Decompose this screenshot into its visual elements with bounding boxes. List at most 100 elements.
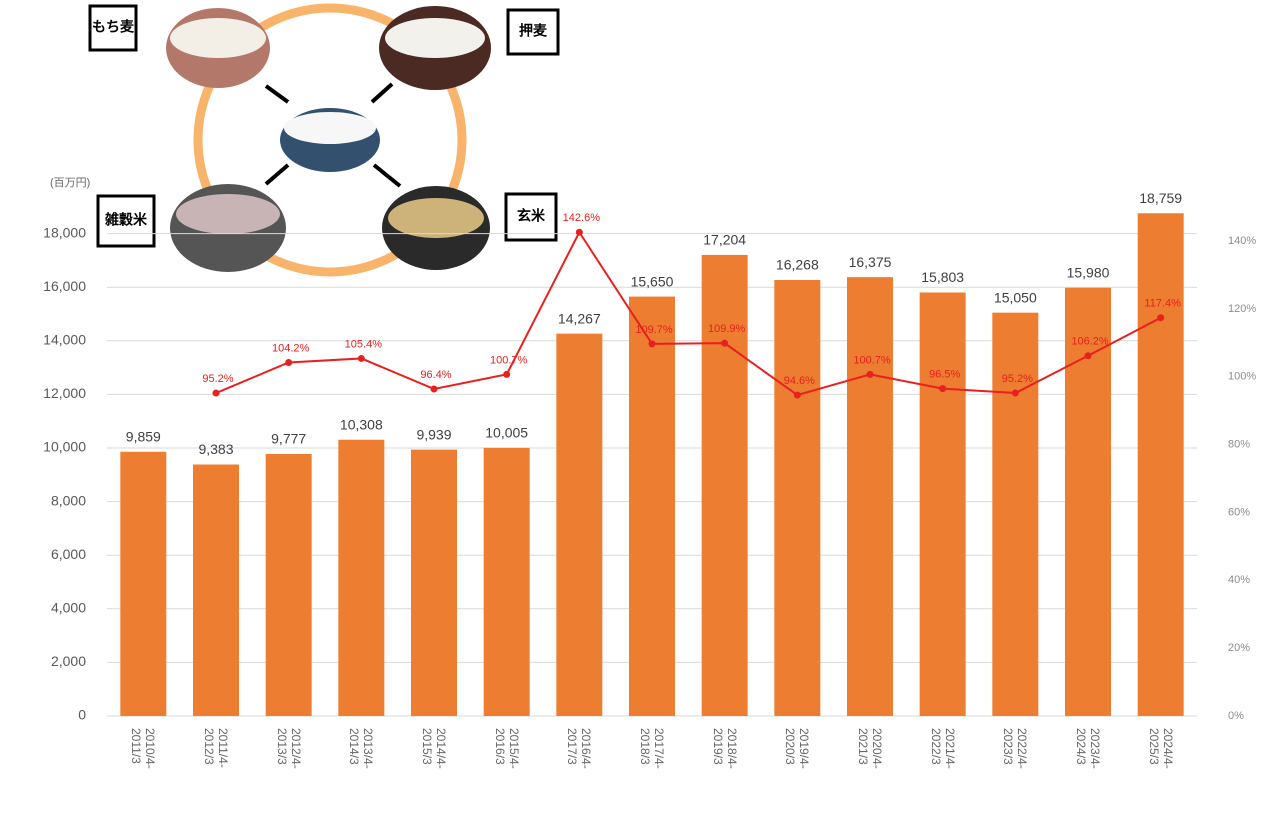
x-tick-label: 2013/4-2014/3 xyxy=(347,728,376,769)
line-point xyxy=(793,391,801,399)
x-tick-label: 2020/4-2021/3 xyxy=(856,728,884,769)
bar xyxy=(701,254,748,716)
line-value-label: 96.5% xyxy=(929,369,960,381)
rice xyxy=(388,198,484,238)
line-value-label: 109.7% xyxy=(635,324,673,336)
line-value-label: 100.7% xyxy=(490,354,528,366)
bar-value-label: 9,777 xyxy=(271,431,306,447)
y2-tick-label: 60% xyxy=(1228,506,1250,518)
annotation: 押麦 xyxy=(519,23,548,39)
y-tick-label: 12,000 xyxy=(43,385,86,401)
bar xyxy=(629,296,675,716)
y-tick-label: 2,000 xyxy=(51,653,86,669)
line xyxy=(215,230,1162,397)
y-tick-label: 0 xyxy=(78,707,86,723)
bar-value-label: 16,268 xyxy=(776,257,819,273)
line-point xyxy=(357,354,365,362)
bar xyxy=(411,449,457,716)
bar xyxy=(338,439,385,716)
rice xyxy=(284,112,376,144)
y-tick-label: 6,000 xyxy=(51,546,86,562)
annotation: 玄米 xyxy=(517,208,546,224)
illustration: もち麦 押麦 雑穀米 玄米 xyxy=(88,3,560,277)
line-value-label: 104.2% xyxy=(272,342,310,354)
x-tick-label: 2024/4-2025/3 xyxy=(1146,728,1175,769)
bar-value-label: 15,803 xyxy=(921,269,964,285)
x-tick-label: 2018/4-2019/3 xyxy=(710,728,739,769)
label-box xyxy=(88,4,138,52)
line-point xyxy=(212,389,220,397)
line-point xyxy=(721,339,729,347)
y-tick-label: 14,000 xyxy=(43,332,86,348)
y-tick-label: 8,000 xyxy=(51,492,86,508)
bar xyxy=(847,277,893,716)
x-tick-label: 2010/4-2011/3 xyxy=(129,728,158,769)
line-value-label: 109.9% xyxy=(708,323,746,335)
line-point xyxy=(503,370,511,378)
bar-value-label: 10,308 xyxy=(340,416,383,432)
bar-value-label: 15,650 xyxy=(631,273,674,289)
line-value-label: 106.2% xyxy=(1071,336,1109,348)
x-tick-label: 2015/4-2016/3 xyxy=(492,728,521,769)
x-tick-label: 2012/4-2013/3 xyxy=(274,728,303,769)
x-tick-label: 2019/4-2020/3 xyxy=(783,728,812,769)
x-tick-label: 2016/4-2017/3 xyxy=(565,728,594,769)
x-tick-label: 2022/4-2023/3 xyxy=(1001,728,1030,769)
line-value-label: 100.7% xyxy=(853,354,891,366)
y2-tick-label: 20% xyxy=(1228,642,1250,654)
bar-value-label: 17,204 xyxy=(703,232,746,248)
bar-value-label: 14,267 xyxy=(558,310,601,326)
bar-value-label: 10,005 xyxy=(485,425,528,441)
bar-value-label: 16,375 xyxy=(849,254,892,270)
line-value-label: 105.4% xyxy=(345,338,383,350)
label-box xyxy=(506,8,560,56)
line-value-label: 94.6% xyxy=(784,375,815,387)
rice xyxy=(170,18,266,58)
line-point xyxy=(866,370,874,378)
bar xyxy=(992,312,1039,716)
line-point xyxy=(648,340,656,348)
line-value-label: 117.4% xyxy=(1144,298,1181,310)
y2-tick-label: 40% xyxy=(1228,574,1250,586)
line-point xyxy=(285,359,293,367)
line-value-label: 95.2% xyxy=(202,373,233,385)
bar xyxy=(556,333,603,716)
x-tick-label: 2014/4-2015/3 xyxy=(420,728,448,769)
x-tick-label: 2021/4-2022/3 xyxy=(928,728,957,769)
bar-value-label: 9,859 xyxy=(126,428,161,444)
line-value-label: 96.4% xyxy=(420,369,451,381)
arrows xyxy=(264,82,402,188)
bar xyxy=(1137,213,1184,717)
y2-tick-label: 120% xyxy=(1228,303,1256,315)
bar xyxy=(774,280,821,716)
rice xyxy=(385,18,485,58)
y2-tick-label: 140% xyxy=(1228,235,1256,247)
bar xyxy=(120,451,167,716)
x-tick-label: 2011/4-2012/3 xyxy=(202,728,230,768)
y2-tick-label: 0% xyxy=(1228,710,1244,722)
rice xyxy=(176,194,280,234)
annotation: 雑穀米 xyxy=(104,212,148,228)
x-tick-label: 2023/4-2024/3 xyxy=(1074,728,1102,769)
y2-tick-label: 100% xyxy=(1228,371,1256,383)
bar-value-label: 9,383 xyxy=(198,441,233,457)
line-point xyxy=(430,385,438,393)
ring xyxy=(193,3,467,277)
bar-value-label: 9,939 xyxy=(416,426,451,442)
line-value-label: 142.6% xyxy=(563,212,601,224)
y-tick-label: 10,000 xyxy=(43,439,86,455)
line-value-label: 95.2% xyxy=(1002,373,1033,385)
x-tick-label: 2017/4-2018/3 xyxy=(638,728,666,769)
bar xyxy=(1065,287,1111,716)
line-point xyxy=(1084,352,1092,360)
bar-value-label: 18,759 xyxy=(1139,190,1182,206)
label-box xyxy=(504,192,558,242)
y-tick-label: 18,000 xyxy=(43,224,86,240)
label-box xyxy=(96,194,156,248)
y2-tick-label: 80% xyxy=(1228,439,1250,451)
y-tick-label: 16,000 xyxy=(43,278,86,294)
line-point xyxy=(1011,389,1019,397)
line-point xyxy=(1157,314,1165,322)
